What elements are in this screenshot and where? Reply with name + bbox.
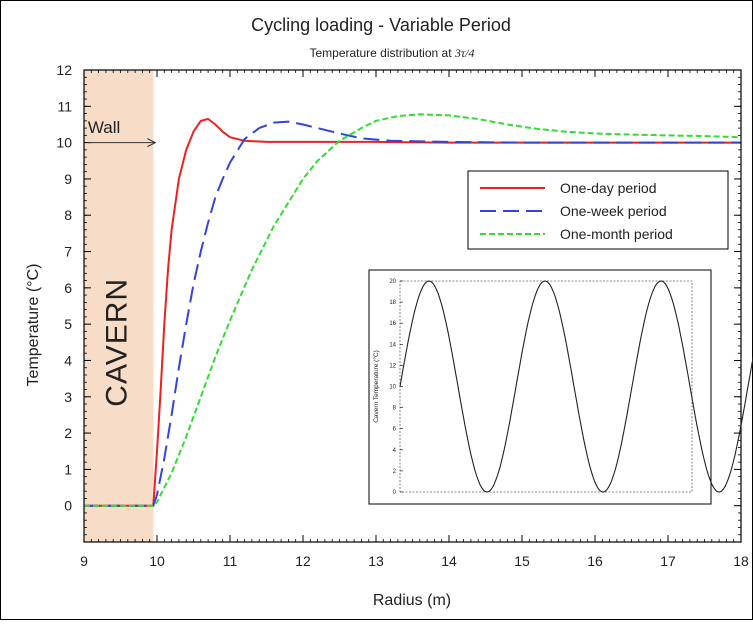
inset-y-tick-label: 2: [393, 469, 397, 475]
y-axis-label: Temperature (°C): [25, 264, 42, 387]
series-line-3: [84, 113, 742, 507]
y-tick-label: 1: [64, 461, 72, 477]
inset-y-tick-label: 16: [389, 321, 396, 327]
x-tick-label: 12: [295, 553, 311, 569]
wall-label: Wall: [88, 118, 120, 137]
chart-subtitle-prefix: Temperature distribution at: [309, 46, 454, 60]
x-tick-label: 16: [587, 553, 603, 569]
inset-chart: 0 2 4 6 8 10 12 14 16 18 20 Cavern Temperature (°C): [368, 269, 753, 505]
inset-y-tick-label: 12: [389, 363, 396, 369]
legend: One-day period One-week period One-month p…: [467, 170, 729, 250]
legend-label-1: One-day period: [560, 180, 657, 196]
y-tick-label: 8: [64, 207, 72, 223]
inset-series-line: [399, 280, 753, 493]
inset-y-tick-label: 14: [389, 342, 396, 348]
y-tick-label: 10: [56, 135, 72, 151]
y-tick-label: 5: [64, 316, 72, 332]
y-tick-label: 7: [64, 244, 72, 260]
inset-y-tick-label: 6: [393, 427, 397, 433]
cavern-label: CAVERN: [101, 278, 134, 407]
y-tick-label: 11: [57, 98, 72, 114]
inset-y-tick-label: 20: [389, 279, 396, 285]
chart-subtitle-math: 3τ/4: [454, 46, 475, 60]
inset-y-tick-label: 10: [389, 385, 396, 391]
inset-y-tick-label: 18: [389, 300, 396, 306]
x-tick-label: 15: [514, 553, 530, 569]
plot-area: 9 10 11 12 13 14 15 16 17 180123456789101112CAVER…: [56, 62, 749, 569]
y-tick-label: 12: [56, 62, 72, 78]
y-tick-label: 2: [64, 425, 72, 441]
x-tick-label: 17: [660, 553, 676, 569]
y-tick-label: 4: [64, 352, 72, 368]
chart-title: Cycling loading - Variable Period: [251, 15, 511, 35]
x-tick-label: 18: [733, 553, 749, 569]
x-tick-label: 14: [441, 553, 457, 569]
chart-subtitle: Temperature distribution at 3τ/4: [309, 46, 474, 60]
inset-y-label: Cavern Temperature (°C): [372, 350, 380, 423]
x-tick-label: 10: [149, 553, 165, 569]
inset-frame: [368, 269, 712, 505]
y-tick-label: 0: [64, 498, 72, 514]
x-tick-label: 13: [368, 553, 384, 569]
y-tick-label: 6: [64, 280, 72, 296]
inset-y-tick-label: 8: [393, 406, 397, 412]
legend-label-3: One-month period: [560, 226, 673, 242]
x-axis-label: Radius (m): [373, 592, 451, 609]
y-tick-label: 9: [64, 171, 72, 187]
y-tick-label: 3: [64, 389, 72, 405]
legend-label-2: One-week period: [560, 203, 667, 219]
series-line-2: [84, 120, 741, 507]
cavern-region: [84, 70, 154, 542]
plot-frame: [83, 69, 742, 543]
inset-y-tick-label: 4: [393, 448, 397, 454]
wall-arrow-head: [147, 138, 157, 148]
inset-y-tick-label: 0: [393, 490, 397, 496]
x-tick-label: 11: [223, 553, 238, 569]
x-tick-label: 9: [80, 553, 88, 569]
